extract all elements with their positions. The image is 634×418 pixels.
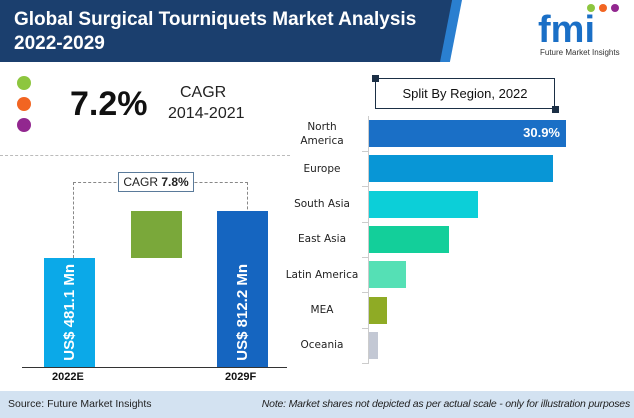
bar-label-2029F: US$ 812.2 Mn — [234, 264, 251, 361]
note-text: Note: Market shares not depicted as per … — [261, 398, 630, 410]
region-chart-title: Split By Region, 2022 — [375, 78, 555, 109]
y-tick — [362, 256, 368, 258]
title-corner-tl — [372, 75, 379, 82]
y-tick — [362, 221, 368, 223]
region-bar-value: 30.9% — [523, 125, 560, 140]
y-axis — [368, 116, 369, 364]
region-bar — [369, 296, 387, 324]
bar-2022E: US$ 481.1 Mn — [44, 258, 95, 367]
region-bar — [369, 331, 378, 359]
region-label: South Asia — [294, 198, 350, 211]
region-bar — [369, 190, 479, 218]
cagr-label: CAGR — [180, 84, 227, 101]
region-label: Latin America — [285, 268, 359, 281]
page-title: Global Surgical Tourniquets Market Analy… — [14, 8, 416, 56]
footer: Source: Future Market Insights Note: Mar… — [0, 391, 634, 418]
cagr-value: 7.2% — [70, 85, 148, 123]
bar-label-2022E: US$ 481.1 Mn — [61, 264, 78, 361]
legend-dot-purple — [17, 118, 31, 132]
cagr-box: CAGR 7.8% — [118, 172, 194, 192]
y-tick — [362, 186, 368, 188]
bar-2029F: US$ 812.2 Mn — [217, 211, 268, 367]
header: Global Surgical Tourniquets Market Analy… — [0, 0, 634, 62]
x-tick-2029F: 2029F — [225, 371, 257, 383]
region-label: East Asia — [298, 233, 346, 246]
region-label: Oceania — [300, 339, 344, 352]
y-tick — [362, 292, 368, 294]
y-tick — [362, 362, 368, 364]
title-line-2: 2022-2029 — [14, 33, 105, 54]
increment-box — [131, 211, 182, 258]
y-tick — [362, 327, 368, 329]
legend-dot-orange — [17, 97, 31, 111]
region-label: North America — [300, 120, 344, 147]
cagr-period: 2014-2021 — [168, 105, 245, 122]
cagr-box-value: 7.8% — [161, 175, 189, 189]
divider — [0, 155, 290, 156]
y-tick — [362, 151, 368, 152]
x-axis — [22, 367, 287, 368]
svg-text:fmi: fmi — [538, 9, 595, 46]
source-text: Source: Future Market Insights — [8, 398, 152, 410]
region-label: MEA — [310, 304, 334, 316]
legend-dot-green — [17, 76, 31, 90]
header-band — [0, 0, 455, 62]
fmi-logo: fmi — [538, 4, 619, 46]
region-bar — [369, 155, 554, 183]
title-line-1: Global Surgical Tourniquets Market Analy… — [14, 9, 417, 30]
region-bar — [369, 225, 449, 253]
region-label: Europe — [303, 162, 341, 175]
region-bar — [369, 261, 406, 289]
x-tick-2022E: 2022E — [52, 371, 84, 383]
logo-subtext: Future Market Insights — [540, 48, 620, 57]
cagr-box-label: CAGR — [123, 175, 158, 189]
title-corner-br — [552, 106, 559, 113]
region-bar: 30.9% — [369, 120, 566, 147]
